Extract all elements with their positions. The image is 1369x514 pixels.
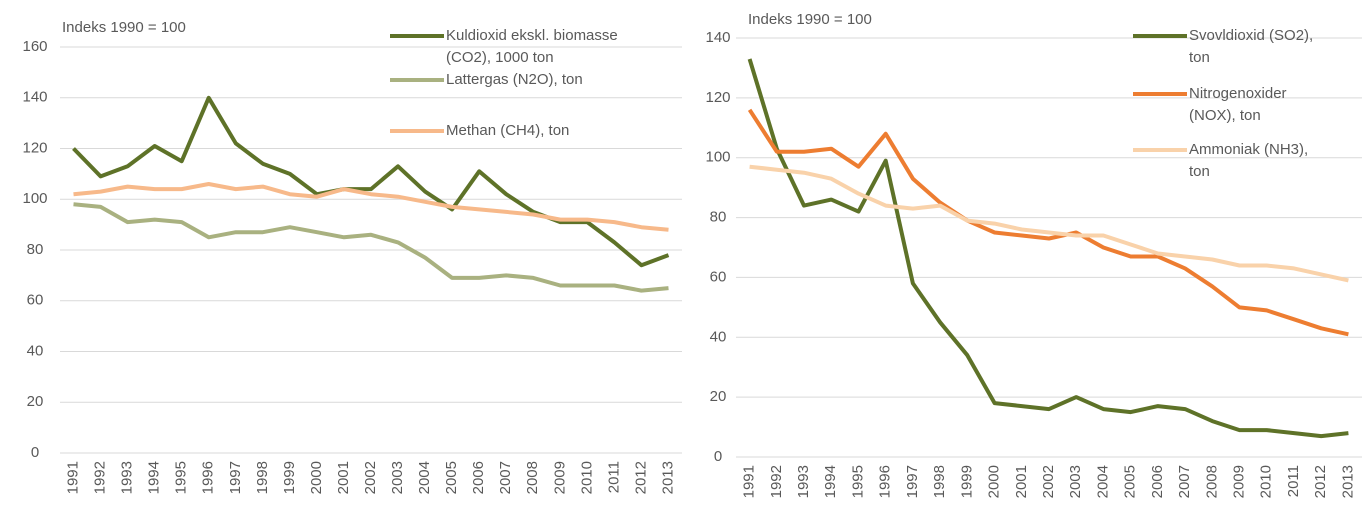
y-tick-label: 20 [27,393,44,410]
y-tick-label: 60 [27,292,44,309]
legend-label: Nitrogenoxider (NOX), ton [1189,85,1287,124]
x-tick-label: 1994 [146,461,163,494]
x-tick-label: 2005 [443,461,460,494]
y-tick-label: 120 [705,89,730,106]
y-tick-label: 140 [705,29,730,46]
y-tick-label: 120 [22,139,47,156]
x-tick-label: 2009 [1230,465,1247,498]
y-tick-label: 40 [27,342,44,359]
x-tick-label: 1993 [795,465,812,498]
x-tick-label: 2012 [632,461,649,494]
x-tick-label: 1996 [877,465,894,498]
y-tick-label: 40 [710,328,727,345]
x-tick-label: 1994 [822,465,839,498]
x-tick-label: 2003 [1067,465,1084,498]
x-tick-label: 1991 [741,465,758,498]
x-tick-label: 2011 [605,461,622,493]
x-tick-label: 1999 [281,461,298,494]
x-tick-label: 2007 [1176,465,1193,498]
x-tick-label: 1991 [64,461,81,494]
series-line [747,58,1349,439]
x-tick-label: 2005 [1122,465,1139,498]
y-tick-label: 80 [27,241,44,258]
x-tick-label: 2009 [551,461,568,494]
x-tick-label: 2011 [1285,465,1302,497]
x-tick-label: 1997 [227,461,244,494]
x-tick-label: 2003 [389,461,406,494]
series-line [72,95,670,268]
series-line [747,108,1349,337]
x-tick-label: 2006 [1149,465,1166,498]
x-tick-label: 1993 [119,461,136,494]
x-tick-label: 2008 [524,461,541,494]
x-tick-label: 2004 [416,461,433,494]
y-tick-label: 100 [705,149,730,166]
series-line [749,164,1349,283]
y-tick-label: 160 [22,38,47,55]
x-tick-label: 2000 [986,465,1003,498]
x-tick-label: 2013 [659,461,676,494]
series-line [73,182,669,232]
y-tick-label: 140 [22,89,47,106]
legend-label: Lattergas (N2O), ton [446,71,583,88]
x-tick-label: 2012 [1312,465,1329,498]
x-tick-label: 1998 [254,461,271,494]
annotation: Indeks 1990 = 100 [62,19,186,36]
x-tick-label: 2008 [1203,465,1220,498]
x-tick-label: 1998 [931,465,948,498]
annotation: Indeks 1990 = 100 [748,11,872,28]
x-tick-label: 2007 [497,461,514,494]
x-tick-label: 1996 [200,461,217,494]
y-tick-label: 100 [22,190,47,207]
x-tick-label: 1995 [173,461,190,494]
x-tick-label: 2001 [1013,465,1030,498]
x-tick-label: 1992 [768,465,785,498]
x-tick-label: 1999 [958,465,975,498]
x-tick-label: 2002 [1040,465,1057,498]
y-tick-label: 20 [710,388,727,405]
legend-label: Kuldioxid ekskl. biomasse (CO2), 1000 to… [446,27,618,66]
x-tick-label: 2001 [335,461,352,494]
x-tick-label: 1992 [92,461,109,494]
x-tick-label: 1997 [904,465,921,498]
series-line [73,202,669,293]
x-tick-label: 2002 [362,461,379,494]
x-tick-label: 2010 [1258,465,1275,498]
legend-label: Svovldioxid (SO2), ton [1189,27,1314,66]
x-tick-label: 2000 [308,461,325,494]
y-tick-label: 80 [710,209,727,226]
y-tick-label: 0 [31,444,39,461]
x-tick-label: 2013 [1339,465,1356,498]
legend-label: Ammoniak (NH3), ton [1189,141,1309,180]
y-tick-label: 60 [710,268,727,285]
x-tick-label: 2006 [470,461,487,494]
x-tick-label: 2010 [578,461,595,494]
legend-label: Methan (CH4), ton [446,122,570,139]
x-tick-label: 2004 [1094,465,1111,498]
x-tick-label: 1995 [849,465,866,498]
y-tick-label: 0 [714,448,722,465]
